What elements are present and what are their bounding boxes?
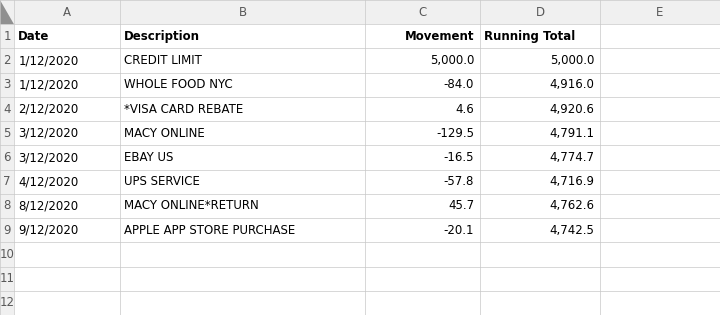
Text: APPLE APP STORE PURCHASE: APPLE APP STORE PURCHASE [125, 224, 296, 237]
Text: B: B [238, 6, 246, 19]
Text: Date: Date [18, 30, 50, 43]
Text: -129.5: -129.5 [436, 127, 474, 140]
Text: 4.6: 4.6 [456, 103, 474, 116]
Text: 4,762.6: 4,762.6 [549, 199, 594, 212]
Text: 5,000.0: 5,000.0 [550, 54, 594, 67]
Text: *VISA CARD REBATE: *VISA CARD REBATE [125, 103, 243, 116]
Text: 4,920.6: 4,920.6 [549, 103, 594, 116]
Text: Movement: Movement [405, 30, 474, 43]
Text: 9: 9 [3, 224, 11, 237]
Text: 45.7: 45.7 [448, 199, 474, 212]
Text: -16.5: -16.5 [444, 151, 474, 164]
Text: 7: 7 [3, 175, 11, 188]
Text: -20.1: -20.1 [444, 224, 474, 237]
Text: 2: 2 [3, 54, 11, 67]
Polygon shape [0, 0, 14, 24]
Text: UPS SERVICE: UPS SERVICE [125, 175, 200, 188]
Text: Description: Description [125, 30, 200, 43]
Text: 9/12/2020: 9/12/2020 [18, 224, 78, 237]
Text: D: D [536, 6, 544, 19]
Text: 8/12/2020: 8/12/2020 [18, 199, 78, 212]
Text: MACY ONLINE: MACY ONLINE [125, 127, 205, 140]
Text: 4: 4 [3, 103, 11, 116]
Text: 10: 10 [0, 248, 14, 261]
Text: 8: 8 [4, 199, 11, 212]
Text: 3: 3 [4, 78, 11, 91]
Text: 5: 5 [4, 127, 11, 140]
Text: 12: 12 [0, 296, 14, 309]
Text: 5,000.0: 5,000.0 [430, 54, 474, 67]
Text: 4,774.7: 4,774.7 [549, 151, 594, 164]
Bar [0, 0, 720, 24]
Text: A: A [63, 6, 71, 19]
Text: 6: 6 [3, 151, 11, 164]
Text: 11: 11 [0, 272, 14, 285]
Text: 4,791.1: 4,791.1 [549, 127, 594, 140]
Text: WHOLE FOOD NYC: WHOLE FOOD NYC [125, 78, 233, 91]
Text: 3/12/2020: 3/12/2020 [18, 127, 78, 140]
Text: -84.0: -84.0 [444, 78, 474, 91]
Text: 1/12/2020: 1/12/2020 [18, 78, 78, 91]
Text: 4,742.5: 4,742.5 [549, 224, 594, 237]
Text: 1: 1 [3, 30, 11, 43]
Text: 4/12/2020: 4/12/2020 [18, 175, 78, 188]
Text: 4,916.0: 4,916.0 [549, 78, 594, 91]
Text: EBAY US: EBAY US [125, 151, 174, 164]
Bar [0, 0, 14, 315]
Text: 3/12/2020: 3/12/2020 [18, 151, 78, 164]
Text: -57.8: -57.8 [444, 175, 474, 188]
Text: 1/12/2020: 1/12/2020 [18, 54, 78, 67]
Text: E: E [657, 6, 664, 19]
Text: CREDIT LIMIT: CREDIT LIMIT [125, 54, 202, 67]
Text: C: C [418, 6, 426, 19]
Text: MACY ONLINE*RETURN: MACY ONLINE*RETURN [125, 199, 259, 212]
Text: 4,716.9: 4,716.9 [549, 175, 594, 188]
Text: Running Total: Running Total [485, 30, 575, 43]
Text: 2/12/2020: 2/12/2020 [18, 103, 78, 116]
